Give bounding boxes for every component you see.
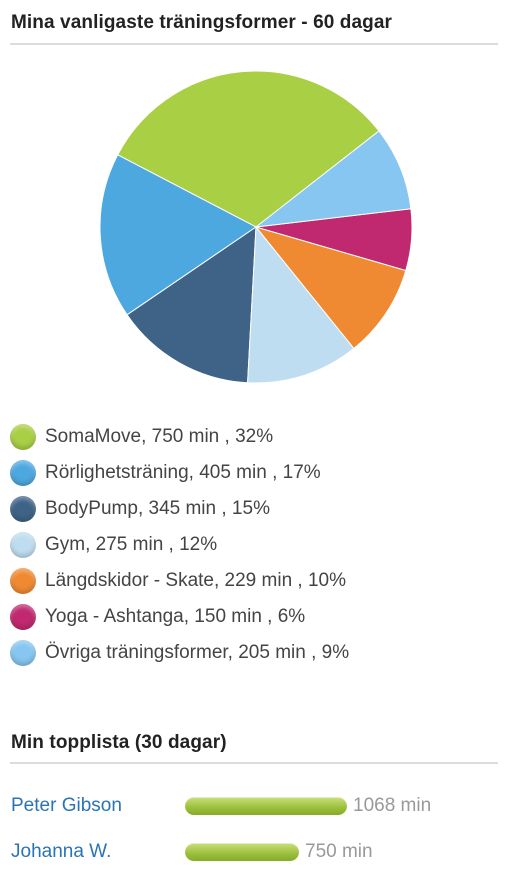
chart-title: Mina vanligaste träningsformer - 60 daga… [11, 12, 393, 33]
toplist-bar [185, 843, 299, 861]
chart-legend: SomaMove, 750 min , 32% Rörlighetsträning… [10, 419, 349, 671]
pie-slice--vriga-tr-ningsformer[interactable] [254, 130, 412, 228]
legend-item[interactable]: Rörlighetsträning, 405 min , 17% [10, 455, 349, 491]
legend-item[interactable]: Övriga träningsformer, 205 min , 9% [10, 635, 349, 671]
legend-dot-icon [10, 496, 36, 522]
legend-dot-icon [10, 640, 36, 666]
legend-label: Gym, 275 min , 12% [45, 534, 218, 555]
pie-slice-somamove[interactable] [117, 70, 380, 228]
pie-slice-gym[interactable] [247, 225, 355, 384]
toplist-name-link[interactable]: Johanna W. [11, 841, 112, 862]
pie-slice-bodypump[interactable] [126, 226, 257, 384]
pie-slice-r-rlighetstr-ning[interactable] [99, 154, 257, 316]
legend-label: SomaMove, 750 min , 32% [45, 426, 274, 447]
toplist-row: Peter Gibson 1068 min [11, 791, 431, 821]
toplist-divider [10, 762, 498, 764]
legend-dot-icon [10, 424, 36, 450]
toplist-name-link[interactable]: Peter Gibson [11, 795, 122, 816]
legend-dot-icon [10, 604, 36, 630]
legend-label: Längdskidor - Skate, 229 min , 10% [45, 570, 347, 591]
toplist-value: 1068 min [353, 795, 432, 816]
legend-label: BodyPump, 345 min , 15% [45, 498, 270, 519]
legend-dot-icon [10, 460, 36, 486]
toplist-title: Min topplista (30 dagar) [11, 732, 227, 753]
toplist-value: 750 min [305, 841, 373, 862]
legend-label: Rörlighetsträning, 405 min , 17% [45, 462, 321, 483]
legend-dot-icon [10, 532, 36, 558]
toplist-row: Johanna W. 750 min [11, 837, 373, 867]
legend-item[interactable]: Längdskidor - Skate, 229 min , 10% [10, 563, 349, 599]
legend-item[interactable]: Yoga - Ashtanga, 150 min , 6% [10, 599, 349, 635]
legend-label: Övriga träningsformer, 205 min , 9% [45, 642, 350, 663]
legend-item[interactable]: Gym, 275 min , 12% [10, 527, 349, 563]
legend-item[interactable]: SomaMove, 750 min , 32% [10, 419, 349, 455]
pie-chart [99, 70, 413, 384]
toplist-bar [185, 797, 347, 815]
legend-item[interactable]: BodyPump, 345 min , 15% [10, 491, 349, 527]
pie-slice-l-ngdskidor-skate[interactable] [254, 226, 407, 350]
title-divider [10, 43, 498, 45]
legend-label: Yoga - Ashtanga, 150 min , 6% [45, 606, 306, 627]
legend-dot-icon [10, 568, 36, 594]
